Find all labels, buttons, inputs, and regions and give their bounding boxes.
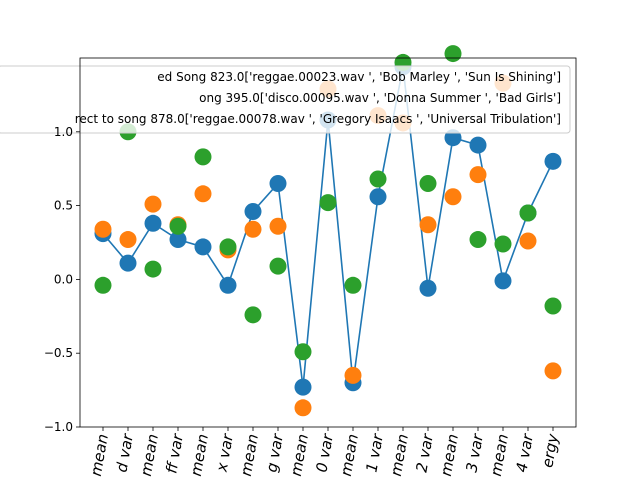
x-tick-label: x var: [212, 432, 237, 474]
x-tick-label: 1 var: [363, 432, 388, 474]
y-tick-label: −0.5: [44, 346, 73, 360]
point-series3-14: [419, 174, 437, 192]
legend-label-1: ed Song 823.0['reggae.00023.wav ', 'Bob …: [157, 70, 561, 84]
point-series3-10: [319, 194, 337, 212]
point-series3-16: [469, 231, 487, 249]
point-series2-9: [294, 399, 312, 417]
point-series2-14: [419, 216, 437, 234]
plot-frame: [79, 57, 577, 428]
x-tick-label: 0 var: [313, 432, 338, 474]
point-series3-6: [219, 238, 237, 256]
point-series2-3: [144, 195, 162, 213]
point-series1-7: [244, 203, 262, 221]
point-series3-12: [369, 170, 387, 188]
point-series2-2: [119, 231, 137, 249]
point-series2-5: [194, 185, 212, 203]
point-series1-2: [119, 254, 137, 272]
point-series1-16: [469, 136, 487, 154]
x-tick-label: ff var: [162, 432, 187, 475]
x-tick-label: mean: [287, 433, 312, 478]
point-series3-15: [444, 45, 462, 63]
point-series1-5: [194, 238, 212, 256]
point-series3-8: [269, 257, 287, 275]
y-tick-label: −1.0: [44, 420, 73, 434]
point-series2-18: [519, 232, 537, 250]
point-series2-15: [444, 188, 462, 206]
data-points: [94, 45, 562, 417]
x-tick-label: mean: [437, 433, 462, 478]
point-series3-17: [494, 235, 512, 253]
x-tick-label: g var: [263, 432, 288, 474]
x-tick-label: mean: [137, 433, 162, 478]
x-tick-label: mean: [87, 433, 112, 478]
point-series1-6: [219, 276, 237, 294]
legend: ed Song 823.0['reggae.00023.wav ', 'Bob …: [0, 65, 571, 134]
point-series1-4: [169, 231, 187, 249]
point-series3-4: [169, 217, 187, 235]
x-tick-label: mean: [487, 433, 512, 478]
point-series1-14: [419, 279, 437, 297]
point-series2-7: [244, 220, 262, 238]
point-series2-16: [469, 166, 487, 184]
x-tick-label: mean: [237, 433, 262, 478]
y-tick-label: 0.0: [54, 272, 73, 286]
point-series3-7: [244, 306, 262, 324]
legend-label-2: ong 395.0['disco.00095.wav ', 'Donna Sum…: [199, 91, 561, 105]
x-axis: mean d var mean ff var mean x var mean g var mea…: [87, 427, 562, 478]
point-series2-11: [344, 366, 362, 384]
x-tick-label: d var: [113, 432, 138, 474]
point-series3-18: [519, 204, 537, 222]
point-series1-12: [369, 188, 387, 206]
point-series1-9: [294, 378, 312, 396]
x-tick-label: 3 var: [463, 432, 488, 474]
point-series2-19: [544, 362, 562, 380]
point-series3-1: [94, 276, 112, 294]
y-tick-label: 1.0: [54, 125, 73, 139]
point-series2-8: [269, 217, 287, 235]
point-series1-3: [144, 214, 162, 232]
x-tick-label: mean: [187, 433, 212, 478]
legend-box: [0, 65, 571, 134]
x-tick-label: ergy: [538, 431, 562, 469]
point-series3-5: [194, 148, 212, 166]
point-series1-19: [544, 152, 562, 170]
point-series3-19: [544, 297, 562, 315]
y-axis: −1.0 −0.5 0.0 0.5 1.0: [44, 125, 80, 434]
y-tick-label: 0.5: [54, 199, 73, 213]
point-series3-9: [294, 343, 312, 361]
legend-label-3: rect to song 878.0['reggae.00078.wav ', …: [75, 112, 561, 126]
x-tick-label: mean: [337, 433, 362, 478]
point-series2-1: [94, 220, 112, 238]
x-tick-label: 4 var: [513, 432, 538, 474]
point-series3-3: [144, 260, 162, 278]
point-series1-17: [494, 272, 512, 290]
x-tick-label: 2 var: [413, 432, 438, 474]
x-tick-label: mean: [387, 433, 412, 478]
point-series1-8: [269, 174, 287, 192]
point-series3-11: [344, 276, 362, 294]
